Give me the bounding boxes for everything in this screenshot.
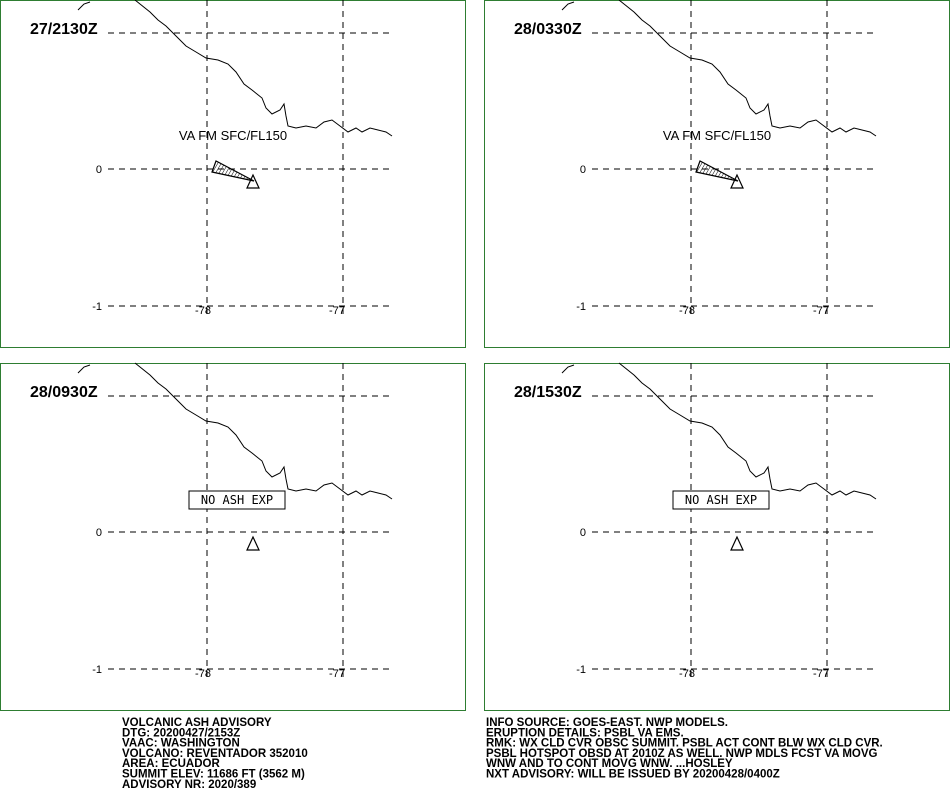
advisory-line: INFO SOURCE: GOES-EAST. NWP MODELS. <box>486 717 728 729</box>
advisory-line: VOLCANIC ASH ADVISORY <box>122 717 272 729</box>
panel: 28/1530Z 0 -1 -78 -77 NO ASH EXP <box>484 362 950 711</box>
advisory-line: VAAC: WASHINGTON <box>122 738 240 750</box>
advisory-line: PSBL HOTSPOT OBSD AT 2010Z AS WELL. NWP … <box>486 748 878 760</box>
lat-label: 0 <box>580 527 586 539</box>
lon-label: -78 <box>679 305 695 317</box>
lat-label: 0 <box>96 164 102 176</box>
panel-frame <box>0 0 466 348</box>
panel-time: 28/1530Z <box>514 384 582 401</box>
volcano <box>246 535 260 551</box>
lon-label: -77 <box>813 305 829 317</box>
lon-label: -78 <box>195 668 211 680</box>
coastline <box>77 362 393 500</box>
lat-label: -1 <box>576 664 586 676</box>
panel-time: 28/0930Z <box>30 384 98 401</box>
advisory-line: ADVISORY NR: 2020/389 <box>122 779 256 791</box>
lon-label: -77 <box>329 305 345 317</box>
lon-label: -77 <box>813 668 829 680</box>
coastline <box>561 0 877 137</box>
lat-label: -1 <box>92 301 102 313</box>
coastline <box>561 362 877 500</box>
lat-label: 0 <box>96 527 102 539</box>
panel-frame <box>484 363 950 711</box>
advisory-line: WNW AND TO CONT MOVG WNW. ...HOSLEY <box>486 758 733 770</box>
panel-time: 28/0330Z <box>514 21 582 38</box>
advisory-line: NXT ADVISORY: WILL BE ISSUED BY 20200428… <box>486 769 780 781</box>
ash-annotation: VA FM SFC/FL150 <box>663 128 771 143</box>
panel-frame <box>0 363 466 711</box>
ash-area <box>695 160 739 182</box>
annotation-box <box>672 490 770 510</box>
ash-annotation: VA FM SFC/FL150 <box>179 128 287 143</box>
volcano <box>730 173 744 189</box>
panel: 27/2130Z 0 -1 -78 -77 VA FM SFC/FL150 <box>0 0 466 348</box>
advisory-line: RMK: WX CLD CVR OBSC SUMMIT. PSBL ACT CO… <box>486 738 883 750</box>
lat-label: -1 <box>92 664 102 676</box>
lon-label: -78 <box>679 668 695 680</box>
volcano <box>246 173 260 189</box>
coastline <box>77 0 393 137</box>
lat-label: -1 <box>576 301 586 313</box>
panel-time: 27/2130Z <box>30 21 98 38</box>
panel: 28/0930Z 0 -1 -78 -77 NO ASH EXP <box>0 362 466 711</box>
advisory-line: DTG: 20200427/2153Z <box>122 727 240 739</box>
lon-label: -77 <box>329 668 345 680</box>
ash-annotation: NO ASH EXP <box>201 493 273 507</box>
advisory-line: SUMMIT ELEV: 11686 FT (3562 M) <box>122 769 305 781</box>
ash-annotation: NO ASH EXP <box>685 493 757 507</box>
ash-area <box>211 160 255 182</box>
advisory-line: VOLCANO: REVENTADOR 352010 <box>122 748 308 760</box>
advisory-line: AREA: ECUADOR <box>122 758 220 770</box>
lon-label: -78 <box>195 305 211 317</box>
lat-label: 0 <box>580 164 586 176</box>
panel: 28/0330Z 0 -1 -78 -77 VA FM SFC/FL150 <box>484 0 950 348</box>
advisory-line: ERUPTION DETAILS: PSBL VA EMS. <box>486 727 684 739</box>
annotation-box <box>188 490 286 510</box>
volcano <box>730 535 744 551</box>
